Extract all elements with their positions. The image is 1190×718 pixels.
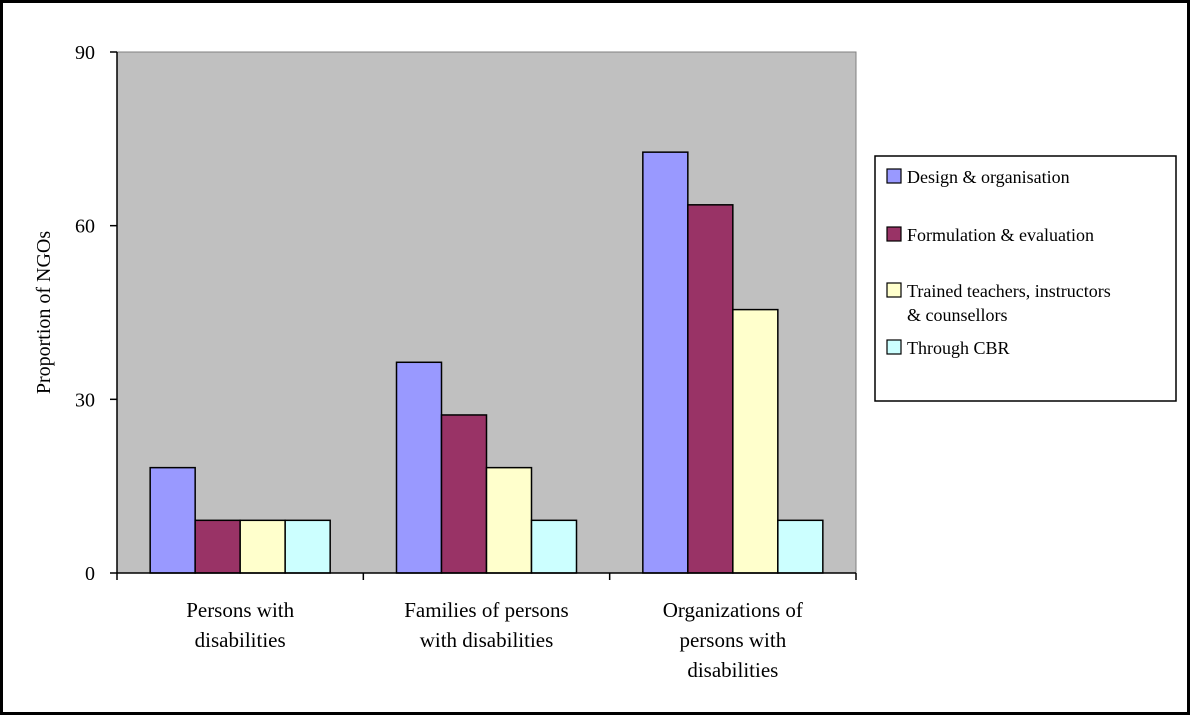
bar-series-1-category-2 bbox=[395, 361, 443, 574]
legend-box bbox=[874, 155, 1177, 402]
bar-series-4-category-2 bbox=[530, 519, 578, 574]
legend-swatch-series-1 bbox=[886, 168, 902, 184]
legend-label-series-1: Design & organisation bbox=[907, 167, 1070, 187]
y-tick-label: 30 bbox=[75, 389, 95, 411]
bar-series-1-category-1 bbox=[149, 466, 196, 574]
plot-area bbox=[116, 51, 857, 574]
bar-series-3-category-1 bbox=[239, 519, 286, 574]
y-tick-label: 60 bbox=[75, 216, 95, 238]
x-category-label: Families of persons with disabilities bbox=[404, 598, 568, 652]
legend-label-series-2: Formulation & evaluation bbox=[907, 225, 1094, 245]
legend-swatch-series-2 bbox=[886, 226, 902, 242]
bar-series-4-category-3 bbox=[777, 519, 824, 574]
y-tick-label: 90 bbox=[75, 42, 95, 64]
x-category-label: Persons with disabilities bbox=[186, 598, 294, 652]
axes: 0 30 60 90 Persons with disabilities Families … bbox=[33, 42, 857, 682]
y-axis-title: Proportion of NGOs bbox=[33, 231, 55, 395]
bar-series-3-category-2 bbox=[485, 466, 533, 574]
legend-label-series-3: Trained teachers, instructors & counsello… bbox=[907, 281, 1111, 325]
legend: Design & organisation Formulation & evalu… bbox=[874, 155, 1177, 402]
x-category-label: Organizations of persons with disabilities bbox=[663, 598, 803, 682]
legend-swatch-series-4 bbox=[886, 339, 902, 355]
bar-series-3-category-3 bbox=[732, 308, 779, 574]
bar-chart: 0 30 60 90 Persons with disabilities Families … bbox=[33, 42, 1177, 682]
legend-swatch-series-3 bbox=[886, 282, 902, 298]
bar-series-2-category-1 bbox=[194, 519, 241, 574]
y-tick-label: 0 bbox=[85, 563, 95, 585]
bar-series-1-category-3 bbox=[642, 151, 689, 574]
bar-series-4-category-1 bbox=[284, 519, 331, 574]
bar-series-2-category-3 bbox=[687, 204, 734, 574]
bar-series-2-category-2 bbox=[440, 414, 488, 574]
legend-label-series-4: Through CBR bbox=[907, 338, 1010, 358]
